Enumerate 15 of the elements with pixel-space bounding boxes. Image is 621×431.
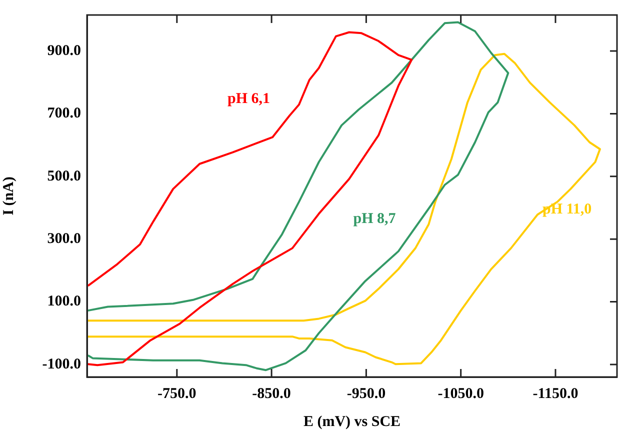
x-tick-label: -1050.0 — [438, 386, 484, 402]
x-tick-label: -750.0 — [158, 386, 196, 402]
x-axis-title: E (mV) vs SCE — [303, 414, 401, 430]
series-label: pH 6,1 — [228, 91, 270, 108]
y-tick-label: 300.0 — [47, 230, 81, 247]
x-tick-label: -950.0 — [346, 386, 386, 402]
series-label: pH 8,7 — [353, 210, 396, 227]
y-tick-label: 700.0 — [47, 106, 81, 122]
y-axis-title: I (nA) — [0, 176, 17, 216]
y-tick-label: 500.0 — [47, 168, 81, 184]
x-tick-label: -1150.0 — [532, 386, 578, 402]
y-tick-label: -100.0 — [42, 356, 81, 372]
x-tick-label: -850.0 — [252, 386, 291, 402]
y-tick-label: 100.0 — [47, 294, 81, 310]
y-tick-label: 900.0 — [47, 42, 81, 59]
